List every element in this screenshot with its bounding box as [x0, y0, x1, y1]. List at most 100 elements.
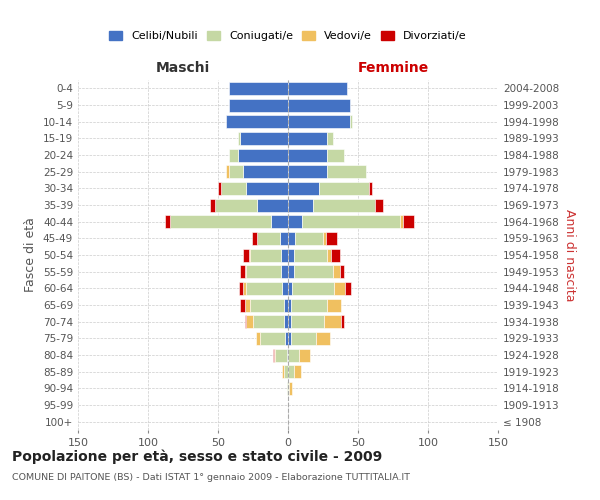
- Bar: [284, 365, 288, 378]
- Bar: [260, 332, 285, 345]
- Bar: [288, 282, 292, 295]
- Bar: [221, 182, 246, 195]
- Bar: [271, 215, 288, 228]
- Bar: [325, 315, 341, 328]
- Bar: [327, 132, 333, 145]
- Bar: [288, 348, 299, 362]
- Bar: [245, 265, 246, 278]
- Bar: [288, 98, 350, 112]
- Bar: [288, 165, 327, 178]
- Bar: [251, 232, 257, 245]
- Bar: [288, 132, 327, 145]
- Bar: [246, 315, 253, 328]
- Bar: [209, 198, 215, 211]
- Bar: [288, 298, 291, 312]
- Bar: [246, 282, 283, 295]
- Bar: [288, 198, 313, 211]
- Bar: [246, 182, 288, 195]
- Text: Popolazione per età, sesso e stato civile - 2009: Popolazione per età, sesso e stato civil…: [12, 450, 382, 464]
- Bar: [288, 332, 291, 345]
- Legend: Celibi/Nubili, Coniugati/e, Vedovi/e, Divorziati/e: Celibi/Nubili, Coniugati/e, Vedovi/e, Di…: [105, 26, 471, 46]
- Bar: [283, 365, 284, 378]
- Y-axis label: Anni di nascita: Anni di nascita: [563, 208, 576, 301]
- Bar: [302, 215, 400, 228]
- Bar: [283, 282, 288, 295]
- Bar: [229, 148, 238, 162]
- Bar: [245, 315, 246, 328]
- Bar: [272, 348, 274, 362]
- Bar: [239, 282, 243, 295]
- Bar: [281, 265, 288, 278]
- Bar: [165, 215, 170, 228]
- Bar: [293, 265, 333, 278]
- Bar: [246, 265, 281, 278]
- Bar: [331, 248, 340, 262]
- Bar: [288, 115, 350, 128]
- Bar: [288, 232, 295, 245]
- Bar: [313, 198, 375, 211]
- Bar: [288, 182, 319, 195]
- Bar: [226, 115, 288, 128]
- Bar: [245, 298, 250, 312]
- Bar: [291, 332, 316, 345]
- Bar: [281, 248, 288, 262]
- Bar: [289, 382, 292, 395]
- Bar: [288, 315, 291, 328]
- Bar: [369, 182, 372, 195]
- Bar: [327, 165, 367, 178]
- Bar: [341, 315, 344, 328]
- Text: Femmine: Femmine: [358, 61, 428, 75]
- Bar: [215, 198, 257, 211]
- Bar: [241, 132, 288, 145]
- Bar: [256, 332, 260, 345]
- Bar: [288, 265, 293, 278]
- Bar: [288, 365, 293, 378]
- Bar: [375, 198, 383, 211]
- Bar: [323, 232, 326, 245]
- Bar: [238, 132, 241, 145]
- Text: COMUNE DI PAITONE (BS) - Dati ISTAT 1° gennaio 2009 - Elaborazione TUTTITALIA.IT: COMUNE DI PAITONE (BS) - Dati ISTAT 1° g…: [12, 472, 410, 482]
- Bar: [287, 348, 288, 362]
- Bar: [288, 248, 293, 262]
- Bar: [327, 248, 331, 262]
- Bar: [288, 148, 327, 162]
- Bar: [229, 165, 243, 178]
- Bar: [241, 265, 245, 278]
- Bar: [327, 298, 341, 312]
- Text: Maschi: Maschi: [156, 61, 210, 75]
- Bar: [291, 298, 327, 312]
- Bar: [243, 282, 246, 295]
- Bar: [229, 98, 288, 112]
- Bar: [238, 148, 288, 162]
- Bar: [327, 148, 344, 162]
- Bar: [299, 348, 310, 362]
- Bar: [229, 82, 288, 95]
- Bar: [340, 265, 344, 278]
- Bar: [293, 365, 301, 378]
- Bar: [243, 248, 249, 262]
- Bar: [288, 82, 347, 95]
- Bar: [326, 232, 337, 245]
- Bar: [400, 215, 403, 228]
- Bar: [287, 382, 288, 395]
- Bar: [288, 382, 289, 395]
- Bar: [295, 232, 323, 245]
- Y-axis label: Fasce di età: Fasce di età: [25, 218, 37, 292]
- Bar: [250, 248, 281, 262]
- Bar: [319, 182, 369, 195]
- Bar: [346, 282, 351, 295]
- Bar: [226, 165, 229, 178]
- Bar: [316, 332, 330, 345]
- Bar: [257, 198, 288, 211]
- Bar: [280, 232, 288, 245]
- Bar: [253, 315, 284, 328]
- Bar: [293, 248, 327, 262]
- Bar: [284, 298, 288, 312]
- Bar: [274, 348, 275, 362]
- Bar: [292, 282, 334, 295]
- Bar: [170, 215, 271, 228]
- Bar: [275, 348, 287, 362]
- Bar: [285, 332, 288, 345]
- Bar: [257, 232, 280, 245]
- Bar: [333, 265, 340, 278]
